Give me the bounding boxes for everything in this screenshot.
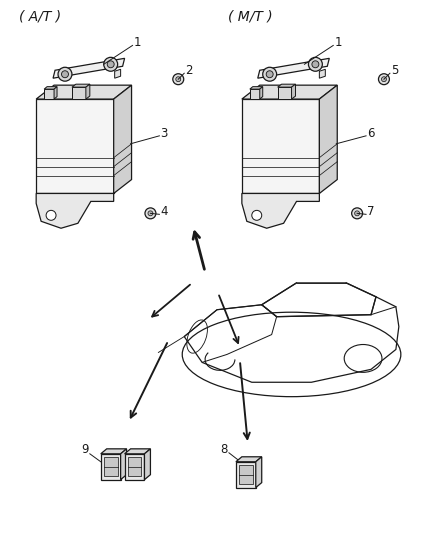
Circle shape [381,77,386,82]
Text: 2: 2 [185,64,193,77]
Polygon shape [292,84,296,99]
Text: ( A/T ): ( A/T ) [19,10,61,23]
Circle shape [355,211,360,216]
Polygon shape [104,457,118,475]
Polygon shape [236,457,262,462]
Circle shape [352,208,363,219]
Polygon shape [256,457,262,488]
Circle shape [266,71,273,78]
Circle shape [308,58,322,71]
Polygon shape [319,85,337,193]
Polygon shape [250,89,260,99]
Polygon shape [145,449,150,480]
Polygon shape [44,89,54,99]
Polygon shape [115,69,120,78]
Circle shape [173,74,184,85]
Text: 7: 7 [367,205,374,218]
Polygon shape [236,462,256,488]
Circle shape [263,67,277,81]
Polygon shape [242,99,319,193]
Polygon shape [86,84,90,99]
Text: 6: 6 [367,127,374,140]
Polygon shape [239,465,253,483]
Polygon shape [260,87,263,99]
Circle shape [378,74,389,85]
Polygon shape [36,99,114,193]
Polygon shape [72,84,90,87]
Text: 4: 4 [160,205,168,218]
Text: 3: 3 [160,127,168,140]
Circle shape [107,61,114,68]
Circle shape [252,211,262,220]
Circle shape [145,208,156,219]
Polygon shape [278,84,296,87]
Circle shape [104,58,118,71]
Polygon shape [278,87,292,99]
Polygon shape [44,87,57,89]
Polygon shape [124,449,150,454]
Polygon shape [36,193,114,228]
Polygon shape [72,87,86,99]
Polygon shape [258,58,329,78]
Circle shape [58,67,72,81]
Polygon shape [114,85,131,193]
Text: 9: 9 [81,443,89,456]
Text: 1: 1 [334,36,342,49]
Polygon shape [36,85,131,99]
Polygon shape [250,87,263,89]
Polygon shape [101,454,120,480]
Circle shape [148,211,153,216]
Circle shape [312,61,319,68]
Text: ( M/T ): ( M/T ) [228,10,272,23]
Polygon shape [101,449,127,454]
Circle shape [46,211,56,220]
Circle shape [61,71,68,78]
Polygon shape [242,85,337,99]
Polygon shape [127,457,141,475]
Polygon shape [319,69,325,78]
Polygon shape [53,58,124,78]
Circle shape [176,77,181,82]
Text: 1: 1 [134,36,141,49]
Polygon shape [54,87,57,99]
Text: 8: 8 [221,443,228,456]
Polygon shape [242,193,319,228]
Polygon shape [120,449,127,480]
Text: 5: 5 [391,64,398,77]
Polygon shape [124,454,145,480]
